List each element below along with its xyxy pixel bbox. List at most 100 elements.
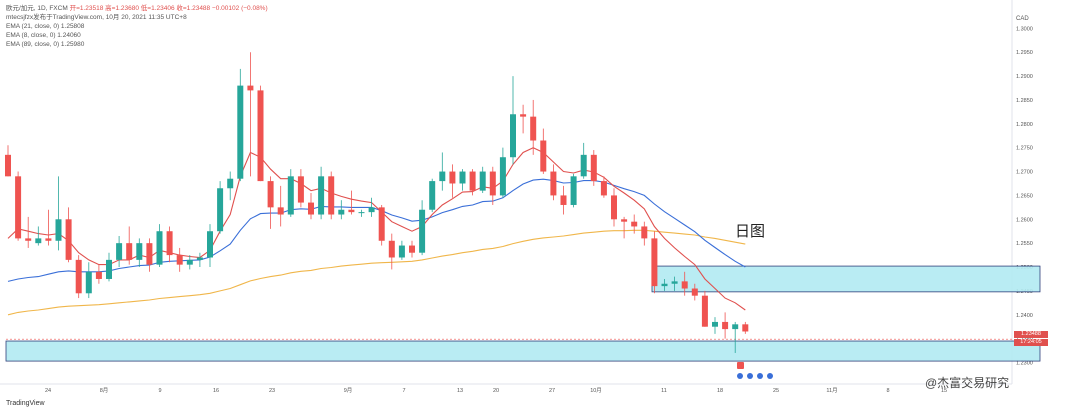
candle-body: [126, 243, 133, 260]
candle-body: [267, 181, 274, 208]
currency-label: CAD: [1016, 16, 1029, 22]
candle-body: [590, 154, 597, 182]
event-marker: [767, 373, 773, 379]
candle-body: [712, 321, 718, 327]
candle-body: [287, 176, 294, 215]
candle-body: [15, 176, 22, 239]
x-tick-label: 8: [886, 388, 889, 394]
x-tick-label: 16: [213, 388, 219, 394]
y-tick-label: 1.2400: [1016, 313, 1033, 319]
price-axis-panel: [1012, 0, 1080, 384]
last-price-tag: 1.23488: [1014, 331, 1048, 338]
candle-body: [35, 238, 42, 244]
candle-body: [277, 207, 284, 215]
candle-body: [671, 281, 678, 284]
candle-body: [297, 176, 304, 203]
x-tick-label: 8月: [100, 387, 109, 394]
x-tick-label: 9: [158, 388, 161, 394]
x-tick-label: 7: [402, 388, 405, 394]
x-tick-label: 20: [493, 388, 499, 394]
candle-body: [742, 324, 749, 332]
candle-body: [75, 259, 82, 294]
ema8-legend[interactable]: EMA (8, close, 0) 1.24060: [6, 32, 81, 39]
candle-body: [348, 209, 355, 213]
y-tick-label: 1.2300: [1016, 361, 1033, 367]
x-tick-label: 25: [773, 388, 779, 394]
y-tick-label: 1.2800: [1016, 122, 1033, 128]
ema89-legend[interactable]: EMA (89, close, 0) 1.25980: [6, 41, 85, 48]
event-marker: [747, 373, 753, 379]
candle-body: [510, 114, 516, 158]
candle-body: [449, 171, 456, 184]
candle-body: [207, 231, 213, 258]
candle-body: [550, 171, 557, 196]
ema21-legend[interactable]: EMA (21, close, 0) 1.25808: [6, 23, 85, 30]
candle-body: [681, 281, 688, 289]
ema21-line: [7, 178, 746, 282]
symbol-line: 欧元/加元, 1D, FXCM: [6, 5, 68, 12]
candle-body: [661, 283, 668, 287]
candle-body: [237, 85, 244, 179]
x-tick-label: 11: [661, 388, 667, 394]
candle-body: [45, 238, 52, 241]
support-zone: [5, 340, 1041, 362]
candle-body: [257, 90, 264, 182]
candle-body: [691, 288, 698, 296]
wechat-watermark: @杰富交易研究: [925, 376, 1010, 390]
source-line: 欧元/加元, 1D, FXCM 开=1.23518 高=1.23680 低=1.…: [6, 4, 268, 13]
y-tick-label: 1.2900: [1016, 74, 1033, 80]
candle-body: [459, 171, 466, 184]
candle-body: [166, 231, 173, 256]
y-tick-label: 1.2850: [1016, 98, 1033, 104]
candle-body: [540, 140, 547, 172]
chart-legend: 欧元/加元, 1D, FXCM 开=1.23518 高=1.23680 低=1.…: [6, 4, 268, 49]
x-tick-label: 27: [549, 388, 555, 394]
candle-body: [186, 259, 193, 265]
candle-body: [95, 271, 102, 279]
publisher-line: mtecsjfzx发布于TradingView.com, 10月 20, 202…: [6, 14, 187, 21]
ema89-line: [7, 229, 746, 316]
candle-body: [469, 171, 476, 191]
candle-body: [217, 188, 224, 232]
candle-body: [641, 226, 648, 239]
y-tick-label: 1.2600: [1016, 217, 1033, 223]
x-tick-label: 18: [717, 388, 723, 394]
candle-body: [560, 195, 567, 205]
candle-body: [338, 209, 345, 215]
candle-body: [621, 219, 628, 222]
candle-body: [247, 85, 254, 91]
x-tick-label: 23: [269, 388, 275, 394]
x-tick-label: 24: [45, 388, 51, 394]
candle-body: [388, 240, 395, 258]
candle-body: [136, 243, 143, 260]
candle-body: [55, 219, 62, 241]
candle-body: [328, 176, 335, 215]
candle-body: [570, 176, 577, 205]
x-tick-label: 9月: [344, 387, 353, 394]
y-tick-label: 1.2650: [1016, 193, 1033, 199]
candle-body: [651, 238, 658, 287]
candle-body: [429, 181, 436, 210]
candle-body: [378, 207, 385, 241]
candle-body: [722, 321, 729, 330]
y-tick-label: 1.2700: [1016, 170, 1033, 176]
ohlc-values: 开=1.23518 高=1.23680 低=1.23406 收=1.23488 …: [69, 5, 268, 12]
candle-body: [530, 116, 537, 141]
candle-body: [439, 171, 446, 182]
candle-body: [358, 212, 365, 214]
support-zone: [651, 265, 1041, 293]
candle-body: [611, 195, 617, 220]
candle-body: [732, 324, 739, 330]
candle-body: [489, 171, 496, 196]
candle-body: [116, 243, 123, 260]
candle-body: [196, 257, 203, 260]
event-marker: [737, 373, 743, 379]
candle-body: [65, 219, 72, 260]
candle-body: [5, 154, 11, 177]
y-tick-label: 1.2750: [1016, 146, 1033, 152]
tradingview-logo[interactable]: TradingView: [6, 400, 45, 407]
countdown-tag: 17:24:05: [1014, 339, 1048, 346]
candle-body: [409, 245, 415, 253]
candle-body: [600, 181, 607, 196]
